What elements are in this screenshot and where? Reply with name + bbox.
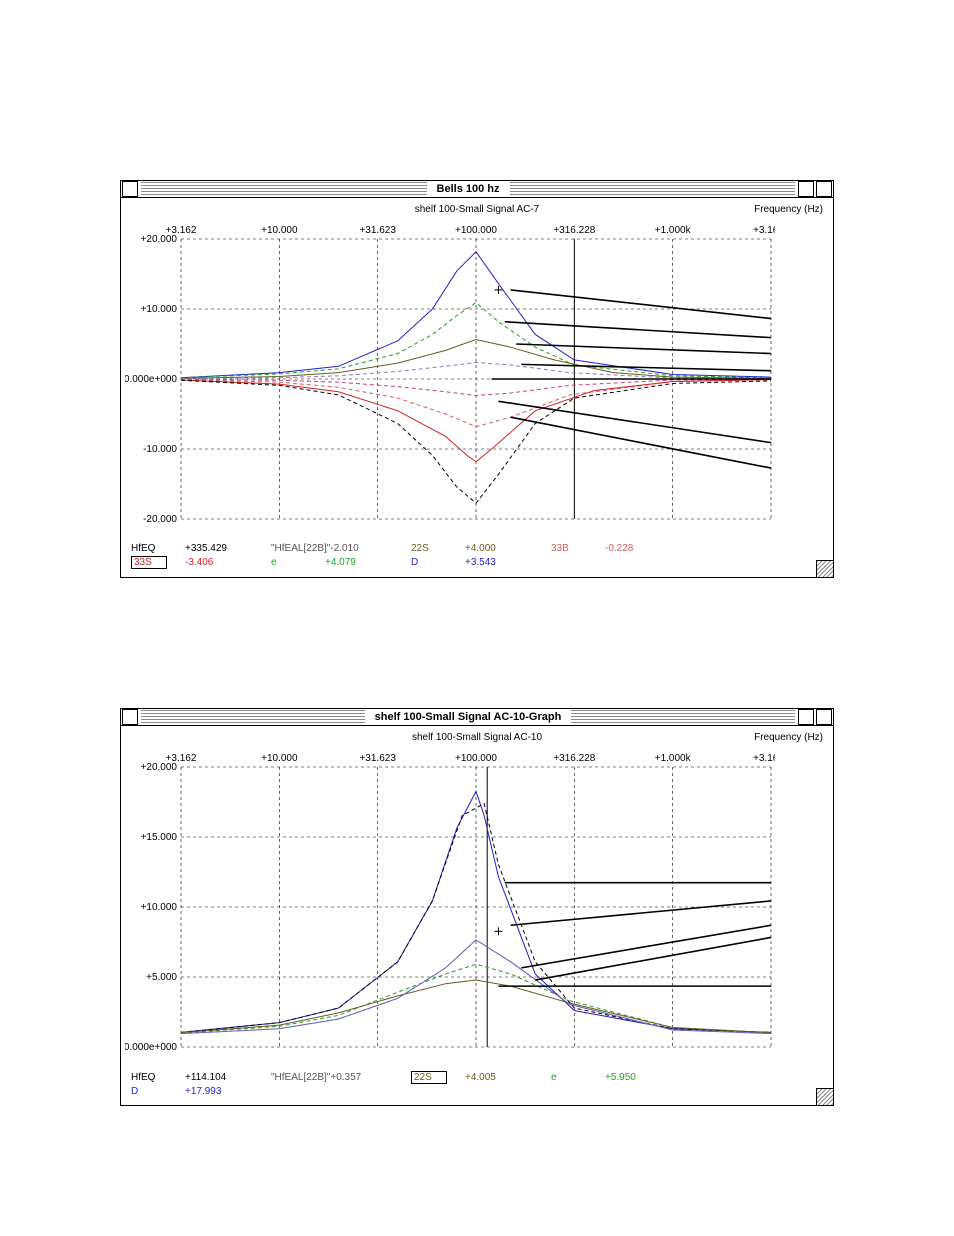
readout-row: HfEQ+335.429"HfEAL[22B]"-2.01022S+4.0003… [125, 539, 829, 573]
svg-text:+20.000: +20.000 [141, 762, 178, 773]
readout: 33B-0.228 [551, 543, 691, 554]
svg-text:+0.000e+000: +0.000e+000 [125, 374, 177, 385]
svg-text:+1.000k: +1.000k [655, 753, 692, 764]
zoom-icon[interactable] [798, 181, 814, 197]
svg-text:+0.000e+000: +0.000e+000 [125, 1042, 177, 1053]
chart-svg: +3.162+10.000+31.623+100.000+316.228+1.0… [125, 747, 775, 1067]
svg-text:+5.000: +5.000 [146, 972, 177, 983]
subtitle: shelf 100-Small Signal AC-10 [125, 732, 829, 743]
window: shelf 100-Small Signal AC-10-Graph shelf … [120, 708, 834, 1106]
close-icon[interactable] [122, 709, 138, 725]
zoom-icon[interactable] [798, 709, 814, 725]
readout-row: HfEQ+114.104"HfEAL[22B]"+0.35722S+4.005e… [125, 1067, 829, 1101]
svg-text:+3.162k: +3.162k [753, 225, 775, 236]
readout: 22S+4.005 [411, 1071, 551, 1084]
subtitle: shelf 100-Small Signal AC-7 [125, 204, 829, 215]
svg-text:+10.000: +10.000 [141, 304, 178, 315]
svg-text:+10.000: +10.000 [261, 225, 298, 236]
svg-text:+100.000: +100.000 [455, 225, 497, 236]
freq-label: Frequency (Hz) [754, 204, 823, 215]
window-title: Bells 100 hz [429, 183, 508, 195]
svg-text:+316.228: +316.228 [553, 225, 595, 236]
svg-text:+10.000: +10.000 [141, 902, 178, 913]
freq-label: Frequency (Hz) [754, 732, 823, 743]
readout: 33S-3.406 [131, 556, 271, 569]
readout: 22S+4.000 [411, 543, 551, 554]
titlebar[interactable]: shelf 100-Small Signal AC-10-Graph [121, 709, 833, 726]
close-icon[interactable] [122, 181, 138, 197]
plot-area: shelf 100-Small Signal AC-10Frequency (H… [121, 726, 833, 1105]
readout: HfEQ+335.429 [131, 543, 271, 554]
titlebar[interactable]: Bells 100 hz [121, 181, 833, 198]
svg-text:-20.000: -20.000 [143, 514, 177, 525]
window: Bells 100 hz shelf 100-Small Signal AC-7F… [120, 180, 834, 578]
readout: HfEQ+114.104 [131, 1071, 271, 1084]
readout: D+17.993 [131, 1086, 271, 1097]
readout: e+5.950 [551, 1071, 691, 1084]
svg-text:+20.000: +20.000 [141, 234, 178, 245]
svg-text:+316.228: +316.228 [553, 753, 595, 764]
svg-text:-10.000: -10.000 [143, 444, 177, 455]
svg-text:+15.000: +15.000 [141, 832, 178, 843]
resize-handle[interactable] [816, 1088, 833, 1105]
chart-svg: +3.162+10.000+31.623+100.000+316.228+1.0… [125, 219, 775, 539]
svg-text:+10.000: +10.000 [261, 753, 298, 764]
readout: D+3.543 [411, 556, 551, 569]
svg-text:+100.000: +100.000 [455, 753, 497, 764]
svg-text:+3.162k: +3.162k [753, 753, 775, 764]
collapse-icon[interactable] [816, 709, 832, 725]
resize-handle[interactable] [816, 560, 833, 577]
svg-text:+1.000k: +1.000k [655, 225, 692, 236]
readout: e+4.079 [271, 556, 411, 569]
window-title: shelf 100-Small Signal AC-10-Graph [367, 711, 570, 723]
readout: "HfEAL[22B]"+0.357 [271, 1071, 411, 1084]
svg-text:+31.623: +31.623 [359, 225, 396, 236]
collapse-icon[interactable] [816, 181, 832, 197]
readout: "HfEAL[22B]"-2.010 [271, 543, 411, 554]
svg-text:+31.623: +31.623 [359, 753, 396, 764]
plot-area: shelf 100-Small Signal AC-7Frequency (Hz… [121, 198, 833, 577]
